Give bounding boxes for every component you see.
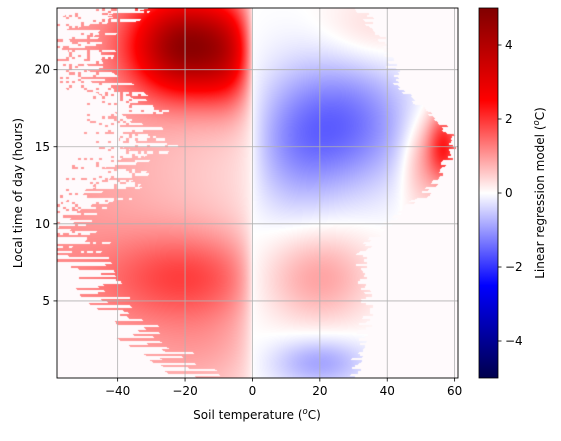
x-tick-label: 20 xyxy=(312,384,327,398)
x-tick-label: 0 xyxy=(249,384,257,398)
heatmap-image xyxy=(57,8,458,378)
colorbar-label-tail: C) xyxy=(533,107,547,120)
colorbar-tick-label: −2 xyxy=(505,260,523,274)
y-axis-label: Local time of day (hours) xyxy=(11,118,25,268)
colorbar-tick-label: 2 xyxy=(505,112,513,126)
x-tick-label: 60 xyxy=(447,384,462,398)
y-tick-label: 5 xyxy=(42,294,50,308)
colorbar-label-main: Linear regression model ( xyxy=(533,125,547,278)
x-tick-label: −40 xyxy=(105,384,130,398)
x-axis-label-sup: o xyxy=(303,407,308,417)
colorbar xyxy=(478,7,499,379)
x-axis-ticks: −40 −20 0 20 40 60 xyxy=(105,378,462,398)
x-axis-label: Soil temperature (oC) xyxy=(193,407,321,422)
grid-lines xyxy=(57,8,458,378)
colorbar-tick-label: 4 xyxy=(505,38,513,52)
colorbar-tick-label: 0 xyxy=(505,186,513,200)
y-axis-ticks: 5 10 15 20 xyxy=(35,63,57,308)
colorbar-ticks: −4 −2 0 2 4 xyxy=(498,38,523,348)
y-tick-label: 15 xyxy=(35,140,50,154)
x-axis-label-main: Soil temperature ( xyxy=(193,408,302,422)
y-tick-label: 20 xyxy=(35,63,50,77)
x-tick-label: 40 xyxy=(380,384,395,398)
axes-frame xyxy=(56,7,459,379)
colorbar-label-sup: o xyxy=(532,120,542,125)
colorbar-tick-label: −4 xyxy=(505,334,523,348)
y-tick-label: 10 xyxy=(35,217,50,231)
x-axis-label-tail: C) xyxy=(308,408,321,422)
x-tick-label: −20 xyxy=(172,384,197,398)
colorbar-label: Linear regression model (oC) xyxy=(532,107,547,279)
